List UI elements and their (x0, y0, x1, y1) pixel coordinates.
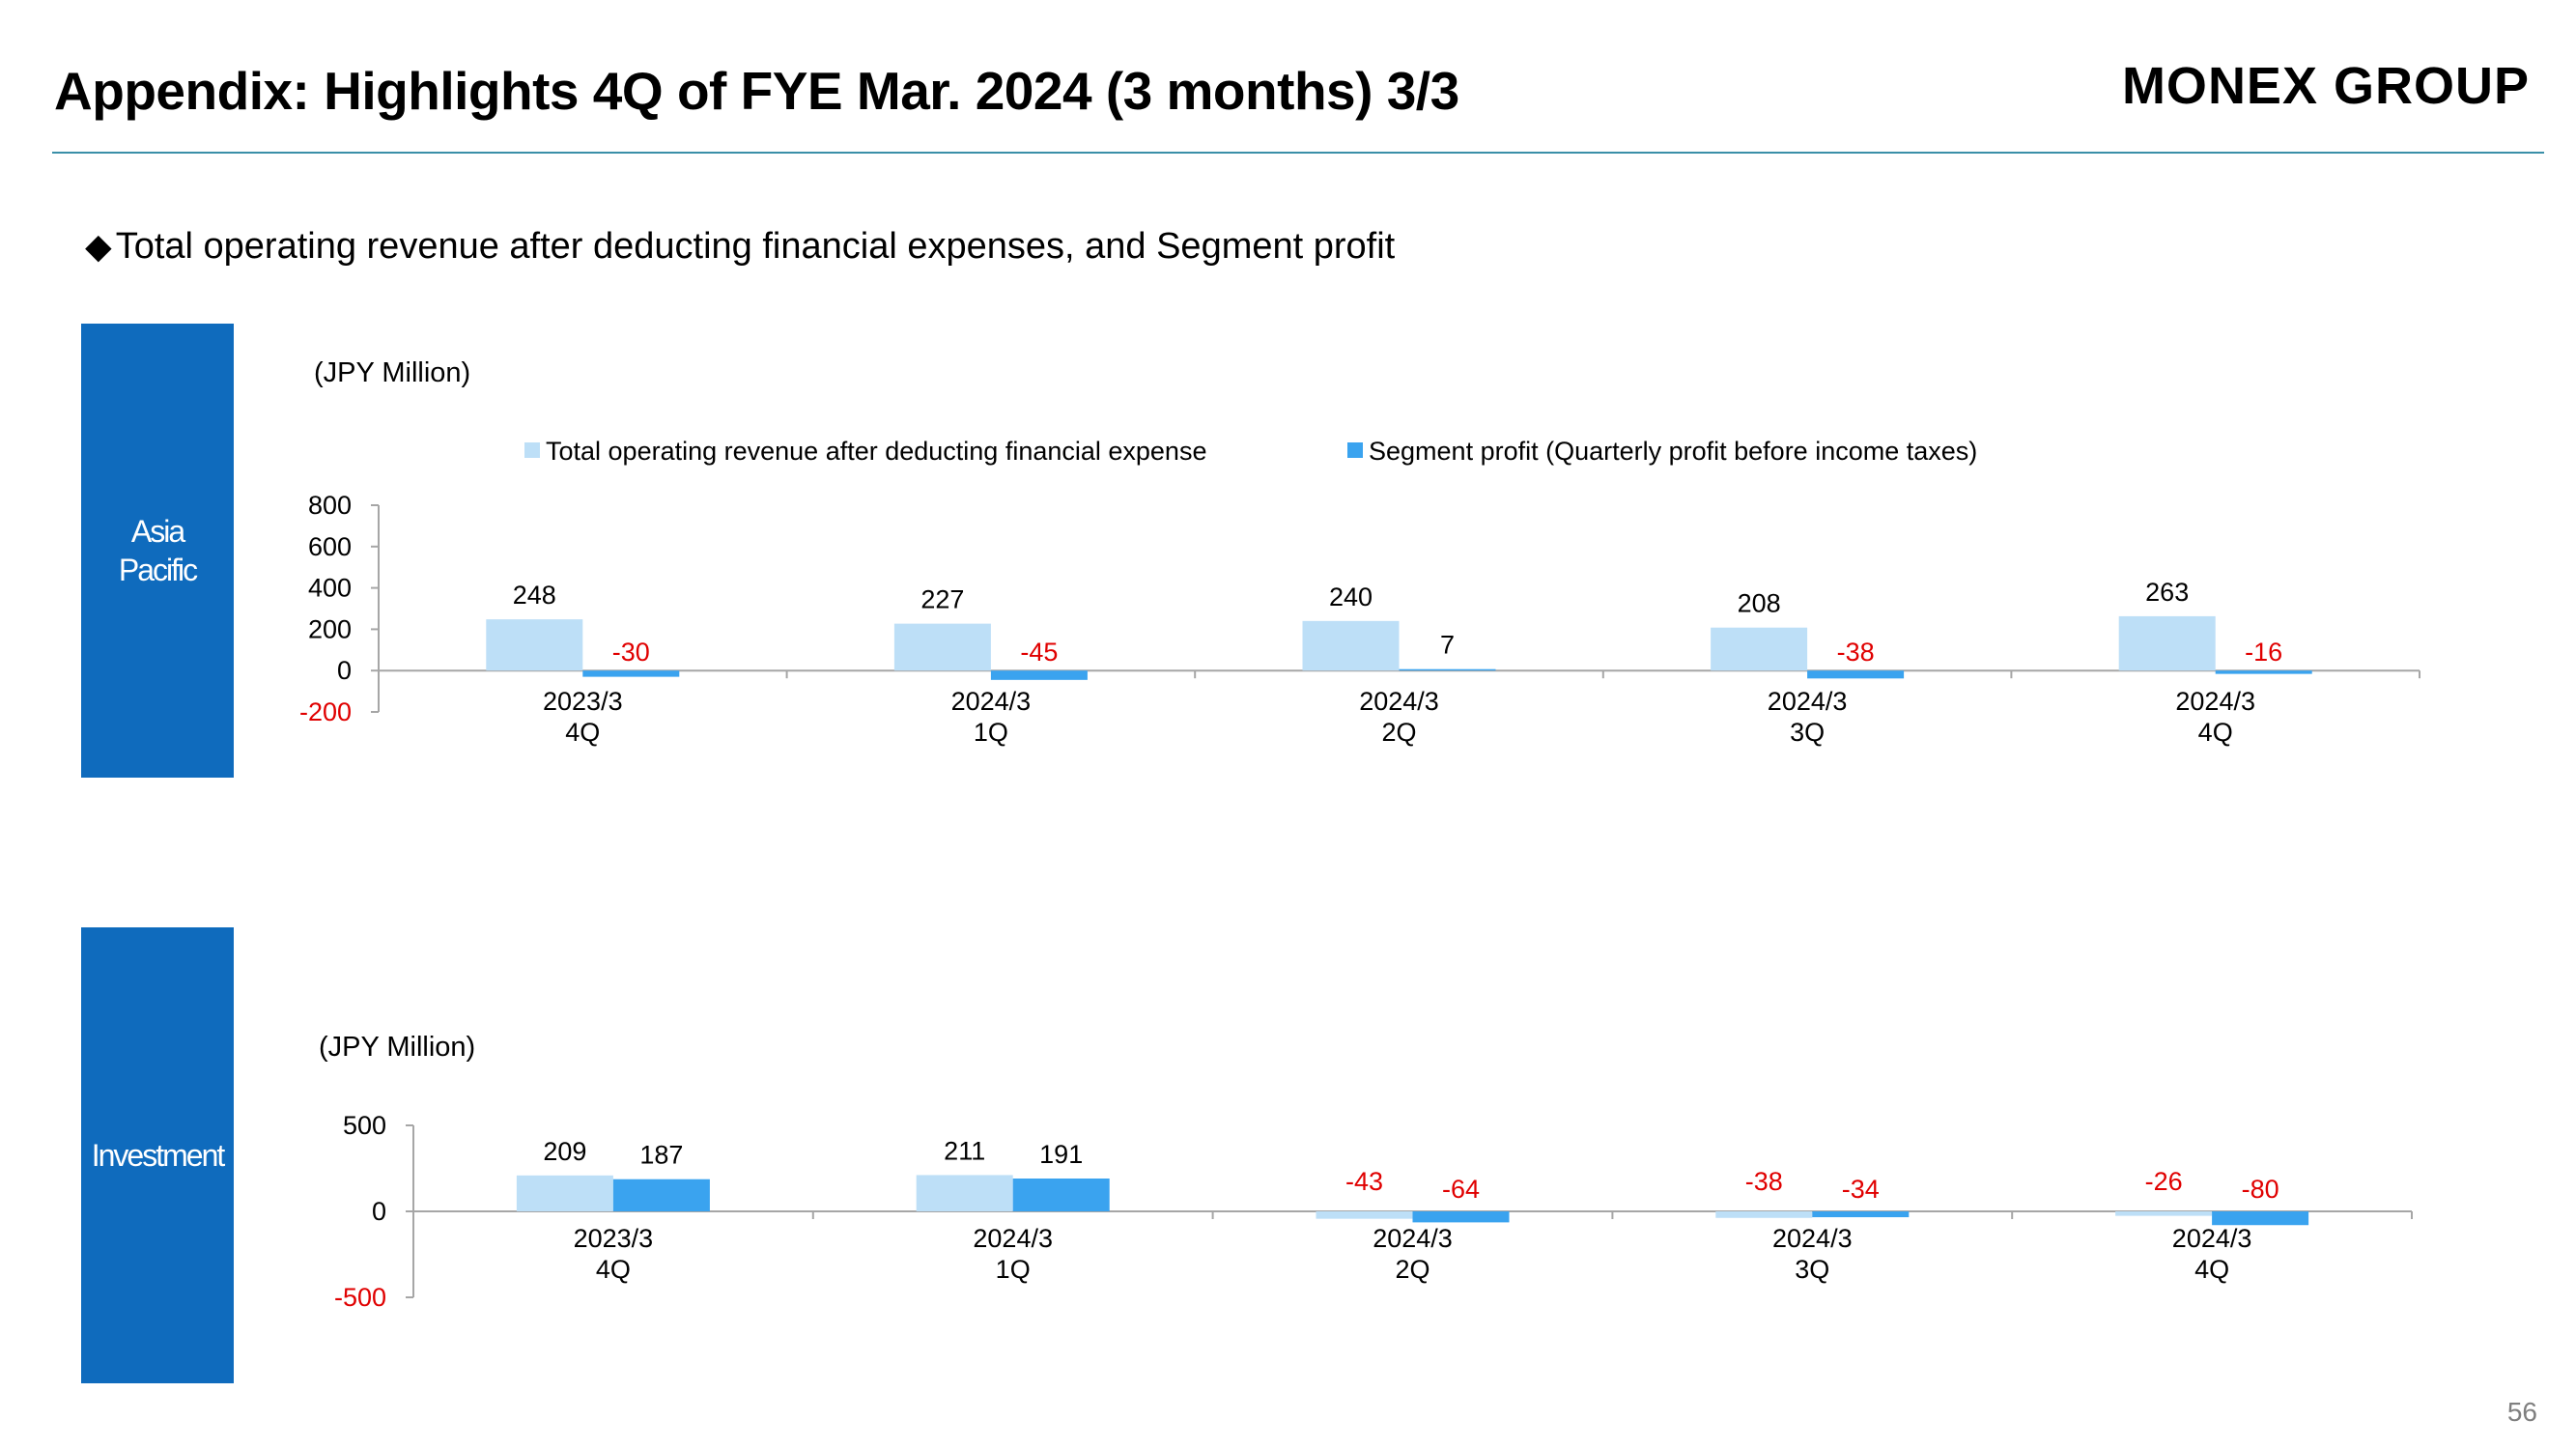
profit-bar (1012, 1179, 1110, 1211)
profit-data-label: -30 (612, 638, 650, 667)
revenue-data-label: 227 (920, 585, 964, 614)
segment-label-investment: Investment (81, 927, 234, 1383)
x-tick-label: 2024/3 (1772, 1224, 1853, 1253)
x-tick-label: 4Q (2194, 1255, 2229, 1284)
revenue-data-label: 211 (944, 1136, 985, 1165)
profit-data-label: -38 (1837, 638, 1875, 667)
y-tick-label: 0 (337, 656, 352, 685)
profit-data-label: 7 (1440, 631, 1455, 660)
profit-bar (1412, 1211, 1510, 1223)
segment-label-text: Investment (91, 1138, 226, 1173)
profit-data-label: -45 (1020, 638, 1058, 667)
profit-bar (1399, 668, 1496, 671)
revenue-bar (1316, 1211, 1413, 1219)
revenue-bar (1711, 627, 1808, 671)
y-tick-label: -500 (334, 1283, 386, 1312)
unit-label: (JPY Million) (319, 1032, 475, 1063)
legend-swatch (1347, 442, 1363, 458)
revenue-bar (2115, 1211, 2213, 1216)
x-tick-label: 4Q (565, 718, 600, 747)
y-tick-label: 600 (308, 532, 352, 561)
revenue-data-label: 208 (1738, 589, 1781, 618)
profit-bar (2212, 1211, 2309, 1226)
profit-data-label: -80 (2242, 1175, 2279, 1204)
segment-label-asia-pacific: Asia Pacific (81, 324, 234, 778)
profit-bar (1807, 670, 1905, 679)
revenue-bar (893, 623, 991, 671)
company-logo: MONEX GROUP (2121, 57, 2530, 115)
x-tick-label: 4Q (596, 1255, 631, 1284)
revenue-data-label: -38 (1745, 1167, 1783, 1196)
y-tick-label: -200 (299, 697, 352, 726)
profit-bar (1812, 1211, 1910, 1218)
unit-label: (JPY Million) (314, 357, 470, 388)
diamond-icon: ◆ (85, 226, 112, 266)
x-tick-label: 2024/3 (973, 1224, 1053, 1253)
revenue-bar (486, 619, 583, 671)
revenue-bar (2118, 615, 2216, 671)
x-tick-label: 2024/3 (951, 687, 1032, 716)
x-tick-label: 2023/3 (574, 1224, 654, 1253)
x-tick-label: 1Q (996, 1255, 1031, 1284)
y-tick-label: 800 (308, 491, 352, 520)
revenue-bar (1715, 1211, 1813, 1218)
segment-label-text: Asia Pacific (118, 514, 198, 587)
section-subtitle: ◆ Total operating revenue after deducting… (85, 226, 1395, 268)
x-tick-label: 4Q (2198, 718, 2233, 747)
revenue-data-label: 263 (2145, 578, 2189, 607)
x-tick-label: 2024/3 (1768, 687, 1848, 716)
revenue-data-label: 209 (543, 1137, 586, 1166)
page-number: 56 (2506, 1397, 2537, 1427)
profit-data-label: -34 (1842, 1175, 1880, 1204)
x-tick-label: 2024/3 (2172, 1224, 2252, 1253)
x-tick-label: 2Q (1395, 1255, 1430, 1284)
legend-label: Segment profit (Quarterly profit before … (1369, 437, 1977, 466)
x-tick-label: 2024/3 (2175, 687, 2255, 716)
x-tick-label: 1Q (974, 718, 1008, 747)
x-tick-label: 3Q (1790, 718, 1825, 747)
revenue-bar (516, 1175, 613, 1211)
legend-swatch (524, 442, 540, 458)
revenue-data-label: 248 (513, 581, 556, 610)
page-title: Appendix: Highlights 4Q of FYE Mar. 2024… (54, 61, 1459, 121)
header-divider (52, 152, 2544, 154)
y-tick-label: 500 (343, 1111, 386, 1140)
x-tick-label: 3Q (1795, 1255, 1829, 1284)
profit-bar (612, 1179, 710, 1211)
revenue-bar (916, 1175, 1013, 1211)
revenue-bar (1302, 620, 1400, 671)
profit-data-label: 191 (1039, 1140, 1083, 1169)
section-subtitle-text: Total operating revenue after deducting … (115, 226, 1396, 267)
revenue-data-label: -43 (1345, 1167, 1383, 1196)
y-tick-label: 200 (308, 614, 352, 643)
y-tick-label: 400 (308, 574, 352, 603)
profit-bar (990, 670, 1088, 680)
x-tick-label: 2024/3 (1373, 1224, 1453, 1253)
revenue-data-label: 240 (1329, 582, 1373, 611)
x-tick-label: 2023/3 (543, 687, 623, 716)
profit-data-label: -64 (1442, 1175, 1480, 1204)
legend-label: Total operating revenue after deducting … (546, 437, 1206, 466)
profit-bar (2215, 670, 2312, 674)
profit-bar (582, 670, 680, 677)
y-tick-label: 0 (372, 1197, 386, 1226)
profit-data-label: 187 (639, 1141, 683, 1170)
profit-data-label: -16 (2245, 638, 2282, 667)
x-tick-label: 2Q (1381, 718, 1416, 747)
revenue-data-label: -26 (2145, 1167, 2183, 1196)
x-tick-label: 2024/3 (1359, 687, 1439, 716)
